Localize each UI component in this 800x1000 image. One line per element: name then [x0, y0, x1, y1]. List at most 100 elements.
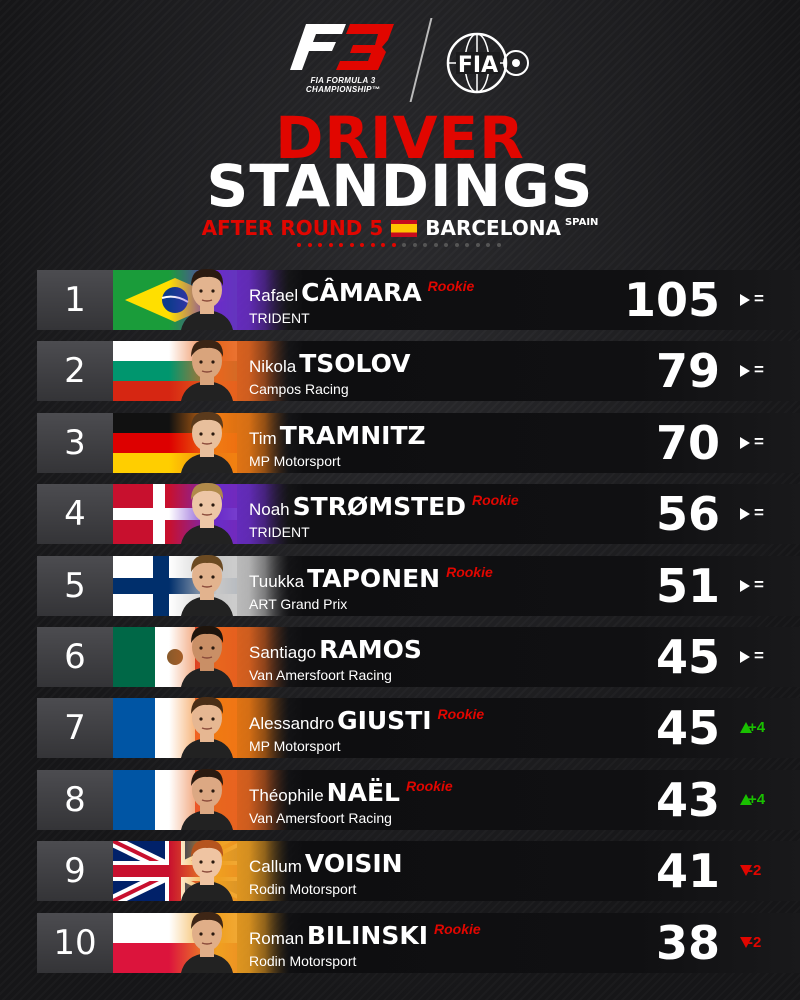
driver-name: Nikola TSOLOV — [249, 349, 411, 378]
position-box: 9 — [37, 841, 113, 902]
progress-dot — [360, 243, 364, 247]
progress-dot — [297, 243, 301, 247]
progress-dot — [412, 243, 417, 247]
driver-info: Alessandro GIUSTI Rookie MP Motorsport 45 … — [249, 698, 800, 759]
logo-divider — [409, 18, 433, 102]
driver-team: MP Motorsport — [249, 452, 341, 469]
position-box: 3 — [37, 412, 113, 473]
position-box: 1 — [37, 270, 113, 330]
driver-first-name: Roman — [249, 928, 304, 948]
driver-first-name: Santiago — [249, 643, 317, 662]
driver-last-name: BILINSKI — [306, 920, 429, 950]
round-progress-dots — [297, 243, 507, 249]
progress-dot — [454, 243, 459, 247]
driver-last-name: TSOLOV — [299, 349, 411, 379]
standings-row: 5 Tuukka TAPONEN Rookie ART Grand Prix 51 … — [37, 554, 800, 616]
position-number: 9 — [64, 851, 86, 892]
driver-points: 51 — [655, 558, 720, 613]
position-change-indicator: = — [734, 503, 778, 524]
driver-portrait-icon — [181, 840, 233, 902]
driver-team: Rodin Motorsport — [249, 881, 357, 898]
driver-team: Van Amersfoort Racing — [249, 809, 392, 826]
standings-row: 10 Roman BILINSKI Rookie Rodin Motorsport … — [37, 911, 800, 973]
standings-row: 6 Santiago RAMOS Van Amersfoort Racing 45… — [37, 625, 800, 687]
position-number: 3 — [64, 422, 86, 463]
rookie-badge: Rookie — [437, 706, 485, 723]
driver-name: Théophile NAËL Rookie — [249, 778, 453, 807]
position-change-indicator: = — [734, 289, 778, 310]
driver-points: 45 — [655, 701, 720, 756]
driver-portrait-icon — [181, 768, 233, 830]
position-box: 4 — [37, 484, 113, 545]
title-driver: DRIVER — [275, 104, 525, 172]
driver-first-name: Noah — [249, 500, 290, 520]
driver-portrait-icon — [181, 625, 233, 687]
driver-info: Callum VOISIN Rodin Motorsport 41 -2 — [249, 841, 800, 902]
driver-team: Campos Racing — [249, 381, 349, 398]
driver-points: 56 — [655, 487, 720, 542]
driver-portrait-icon — [181, 411, 233, 473]
position-change-indicator: = — [734, 360, 778, 381]
standings-row: 9 Callum VOISIN Rodin Motorsport 41 -2 — [37, 840, 800, 902]
position-change-indicator: = — [734, 431, 778, 453]
driver-portrait-icon — [181, 340, 233, 402]
driver-team: Van Amersfoort Racing — [249, 667, 392, 683]
position-number: 4 — [64, 494, 86, 535]
position-change: = — [754, 646, 764, 665]
driver-last-name: GIUSTI — [337, 706, 432, 736]
driver-points: 38 — [655, 915, 720, 970]
position-change: = — [754, 289, 764, 308]
driver-team: MP Motorsport — [249, 738, 341, 755]
driver-first-name: Théophile — [249, 785, 324, 805]
driver-info: Théophile NAËL Rookie Van Amersfoort Racin… — [249, 769, 800, 830]
driver-points: 79 — [655, 344, 720, 399]
position-number: 1 — [64, 280, 86, 320]
position-change-indicator: +4 — [734, 790, 778, 810]
driver-team: Rodin Motorsport — [249, 952, 357, 969]
driver-name: Roman BILINSKI Rookie — [249, 921, 481, 950]
driver-team: ART Grand Prix — [249, 595, 348, 612]
f3-logo-mark-icon — [290, 24, 394, 70]
driver-portrait-icon — [181, 697, 233, 759]
rookie-badge: Rookie — [427, 278, 475, 294]
standings-row: 7 Alessandro GIUSTI Rookie MP Motorsport 4… — [37, 697, 800, 759]
driver-last-name: NAËL — [326, 777, 400, 807]
position-number: 2 — [64, 351, 86, 392]
driver-name: Alessandro GIUSTI Rookie — [249, 706, 484, 735]
down-arrow-icon — [740, 865, 752, 877]
progress-dot — [370, 243, 375, 247]
fia-logo-icon: FIA — [446, 32, 529, 94]
standings-row: 8 Théophile NAËL Rookie Van Amersfoort Rac… — [37, 768, 800, 830]
position-change: -2 — [748, 933, 762, 951]
driver-first-name: Tim — [249, 428, 277, 448]
driver-last-name: VOISIN — [304, 849, 403, 879]
position-change: = — [754, 431, 764, 451]
position-box: 5 — [37, 555, 113, 616]
driver-portrait-icon — [181, 911, 233, 973]
position-change: -2 — [748, 862, 762, 880]
up-arrow-icon — [740, 722, 752, 734]
driver-info: Roman BILINSKI Rookie Rodin Motorsport 38 … — [249, 912, 800, 973]
location-text: BARCELONA — [425, 216, 561, 240]
position-change-indicator: = — [734, 646, 778, 667]
driver-info: Santiago RAMOS Van Amersfoort Racing 45 = — [249, 627, 800, 687]
driver-name: Callum VOISIN — [249, 849, 403, 878]
progress-dot — [349, 243, 354, 247]
position-box: 7 — [37, 698, 113, 759]
driver-name: Rafael CÂMARA Rookie — [249, 278, 474, 307]
f3-logo: FIA FORMULA 3 CHAMPIONSHIP™ — [278, 20, 408, 100]
standings-row: 3 Tim TRAMNITZ MP Motorsport 70 = — [37, 411, 800, 473]
header-logos: FIA FORMULA 3 CHAMPIONSHIP™ FIA — [0, 14, 800, 104]
no-change-icon — [740, 508, 750, 521]
progress-dot — [486, 243, 490, 247]
rookie-badge: Rookie — [471, 492, 519, 509]
driver-last-name: TAPONEN — [307, 563, 441, 593]
driver-last-name: STRØMSTED — [292, 492, 466, 522]
country-text: SPAIN — [564, 217, 599, 228]
driver-info: Tim TRAMNITZ MP Motorsport 70 = — [249, 412, 800, 473]
progress-dot — [496, 243, 501, 247]
down-arrow-icon — [740, 936, 752, 948]
position-number: 5 — [64, 565, 86, 606]
progress-dot — [381, 243, 385, 247]
progress-dot — [444, 243, 448, 247]
